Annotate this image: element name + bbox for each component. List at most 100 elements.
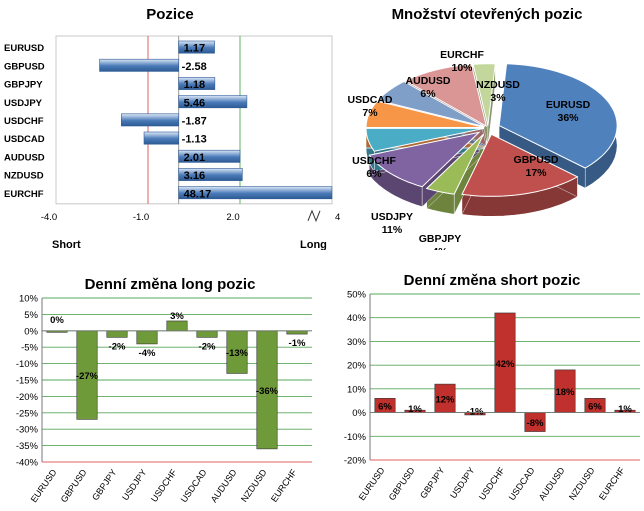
- long-change-chart: 10% 5% 0% -5% -10% -15% -20% -25% -30% -35% -40% 0%…: [16, 294, 312, 504]
- bar-usdjpy: [178, 95, 248, 109]
- category-label: USDCHF: [477, 465, 507, 502]
- pie-value-label: 17%: [525, 167, 547, 179]
- bar-usdchf: [121, 113, 179, 127]
- category-label: USDJPY: [448, 465, 477, 500]
- pie-slice-usdcad: [365, 100, 485, 129]
- pie-slice-usdchf: [365, 127, 485, 152]
- bar-audusd: [178, 149, 241, 163]
- long-label: Long: [300, 239, 327, 250]
- pie-value-label: 36%: [557, 112, 579, 124]
- short-label: Short: [52, 239, 81, 250]
- bar-gbpjpy: [178, 77, 216, 90]
- long-change-title: Denní změna long pozic: [84, 276, 256, 293]
- pie-slice-nzdusd: [472, 63, 496, 126]
- value-label: 3%: [170, 311, 184, 322]
- value-label: -13%: [226, 348, 249, 359]
- value-label: 2.01: [184, 152, 205, 164]
- x-tick-label: -4.0: [41, 212, 57, 223]
- pie-value-label: 4%: [432, 246, 448, 250]
- pie-slice-gbpjpy: [425, 133, 485, 195]
- value-label: 6%: [588, 401, 602, 412]
- bar-gbpusd: [99, 58, 179, 72]
- category-label: GBPJPY: [4, 80, 43, 91]
- pie-value-label: 6%: [420, 88, 436, 100]
- pie-value-label: 7%: [362, 107, 378, 119]
- bar-eurchf: [178, 186, 333, 200]
- short-change-title: Denní změna short pozic: [403, 272, 581, 289]
- category-label: AUDUSD: [4, 152, 45, 163]
- category-label: EURCHF: [4, 189, 44, 200]
- pie-slice-gbpusd: [461, 133, 579, 197]
- y-tick-label: -10%: [16, 359, 39, 370]
- value-label: -27%: [76, 371, 99, 382]
- y-tick-label: -10%: [344, 432, 367, 443]
- value-label: -2.58: [182, 61, 207, 73]
- category-label: AUDUSD: [537, 465, 567, 502]
- y-tick-label: -35%: [16, 441, 39, 452]
- value-label: 5.46: [184, 97, 205, 109]
- pie-title: Množství otevřených pozic: [391, 6, 583, 23]
- y-tick-label: 20%: [347, 361, 367, 372]
- y-tick-label: 10%: [347, 384, 367, 395]
- category-label: EURCHF: [269, 467, 299, 504]
- y-tick-label: -15%: [16, 376, 39, 387]
- category-label: EURUSD: [357, 465, 387, 502]
- value-label: 1%: [618, 404, 632, 415]
- pie-value-label: 10%: [451, 62, 473, 74]
- value-label: 42%: [495, 359, 515, 370]
- y-tick-label: -40%: [16, 458, 39, 469]
- category-label: USDCHF: [4, 116, 44, 127]
- pie-value-label: 3%: [490, 92, 506, 104]
- value-label: -1.87: [182, 116, 207, 128]
- y-tick-label: 5%: [24, 310, 38, 321]
- value-label: -1%: [467, 407, 484, 418]
- x-tick-label: 2.0: [226, 212, 239, 223]
- category-label: USDCAD: [4, 134, 45, 145]
- pie-label: USDCHF: [352, 155, 396, 167]
- pie-label: GBPJPY: [419, 233, 462, 245]
- value-label: -2%: [109, 341, 126, 352]
- pie-value-label: 6%: [366, 168, 382, 180]
- pie-slice-usdjpy: [368, 131, 481, 188]
- y-tick-label: -20%: [344, 456, 367, 467]
- y-tick-label: 50%: [347, 290, 367, 301]
- category-label: EURCHF: [597, 465, 627, 502]
- bar-eurusd: [178, 40, 215, 54]
- value-label: 18%: [555, 387, 575, 398]
- pozice-chart: EURUSD 1.17 GBPUSD -2.58 GBPJPY 1.18 USDJPY 5.4…: [4, 35, 340, 250]
- y-tick-label: -25%: [16, 408, 39, 419]
- axis-break-icon: [307, 209, 321, 223]
- pie-label: GBPUSD: [514, 154, 559, 166]
- value-label: 1%: [408, 404, 422, 415]
- y-tick-label: -20%: [16, 392, 39, 403]
- pie-label: AUDUSD: [406, 75, 451, 87]
- y-tick-label: 40%: [347, 313, 367, 324]
- short-change-chart: 50% 40% 30% 20% 10% 0% -10% -20% 6% EURUSD 1% GBPUS…: [344, 290, 640, 502]
- pie-slice-audusd: [377, 80, 486, 128]
- value-label: -36%: [256, 386, 279, 397]
- pie-label: NZDUSD: [476, 79, 520, 91]
- bar-usdjpy: [136, 330, 158, 345]
- value-label: 6%: [378, 401, 392, 412]
- x-tick-label: -1.0: [133, 212, 149, 223]
- pie-value-label: 11%: [382, 224, 403, 236]
- y-tick-label: 0%: [24, 326, 38, 337]
- category-label: AUDUSD: [209, 467, 239, 504]
- category-label: USDCAD: [507, 465, 537, 502]
- x-tick-label: 48.2: [335, 212, 340, 223]
- y-tick-label: 10%: [19, 294, 39, 305]
- category-label: GBPUSD: [387, 465, 417, 502]
- category-label: GBPUSD: [4, 61, 45, 72]
- pie-slice-eurusd: [498, 63, 618, 169]
- category-label: NZDUSD: [567, 465, 597, 502]
- pie-label: USDJPY: [371, 211, 413, 223]
- bar-eurchf: [286, 330, 308, 335]
- value-label: -4%: [139, 348, 156, 359]
- pie-label: EURUSD: [546, 99, 591, 111]
- pie-label: USDCAD: [348, 94, 393, 106]
- category-label: EURUSD: [4, 43, 44, 54]
- category-label: USDCAD: [179, 467, 209, 504]
- value-label: 0%: [50, 315, 64, 326]
- y-tick-label: 0%: [352, 408, 366, 419]
